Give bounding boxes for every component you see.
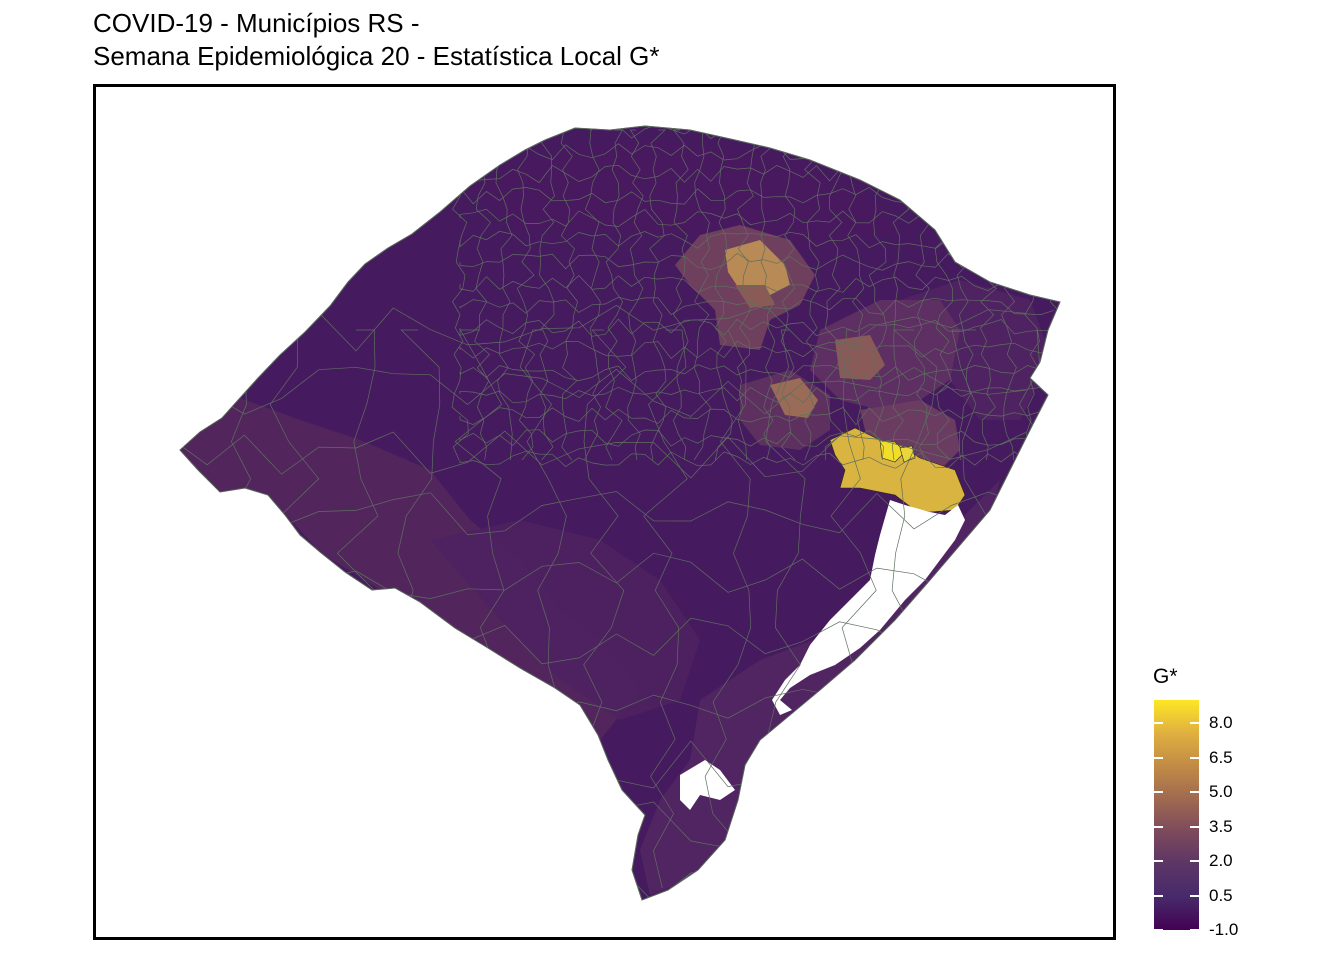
vale-hotspot [770,378,818,418]
rs-outline [179,125,1061,901]
color-legend: G* 8.0 6.5 5.0 3.5 2.0 0.5 -1.0 [1150,665,1330,945]
legend-tick-label: 2.0 [1209,851,1233,870]
municipality-border [824,129,844,461]
municipality-border [180,329,192,889]
municipality-border [180,430,1026,479]
municipality-border [180,739,1026,789]
legend-tick-label: 5.0 [1209,782,1233,801]
lagoa-mirim [680,760,735,810]
municipality-border [780,129,797,461]
municipality-border [180,366,1026,417]
municipality-border [180,863,1026,900]
legend-tick-label: 0.5 [1209,885,1233,905]
map-panel [93,84,1116,940]
legend-tick-label: 8.0 [1209,713,1233,732]
municipality-border [693,129,711,461]
municipality-border [672,129,689,461]
legend-tick-label: 3.5 [1209,816,1233,836]
municipality-border [459,364,1055,382]
legend-tick-label: -1.0 [1209,920,1239,939]
metro-core [879,439,906,463]
municipality-border [627,129,644,461]
region-north [470,140,900,250]
north-hotspot-tail [735,285,775,308]
municipality-border [1045,129,1060,461]
municipality-border [649,129,667,461]
municipality-border [560,129,578,461]
municipality-border [539,129,555,461]
choropleth-map [179,125,1061,901]
municipality-border [643,329,688,889]
municipality-border [459,386,1055,404]
municipality-border [804,129,821,461]
region-southwest [180,398,640,740]
municipality-border [459,275,1055,293]
municipality-border [605,129,623,461]
municipality-border [459,126,1055,140]
legend-color-bar [1154,700,1199,930]
municipality-border [180,801,1026,851]
municipality-border [714,129,733,461]
municipality-border [516,129,536,461]
lagoa-dos-patos [772,500,965,715]
municipality-border [459,450,1055,469]
legend-tick-label: 6.5 [1209,747,1233,767]
chart-title-line-1: COVID-19 - Municípios RS - [93,8,420,38]
municipality-border [459,296,1055,315]
municipality-border [459,406,1055,426]
municipality-border [459,429,1055,447]
municipality-border [737,129,756,461]
municipality-border [704,329,752,889]
legend-title: G* [1153,665,1178,688]
chart-title-line-2: Semana Epidemiológica 20 - Estatística L… [93,41,660,71]
municipality-border [459,340,1055,360]
municipality-border [495,129,513,461]
